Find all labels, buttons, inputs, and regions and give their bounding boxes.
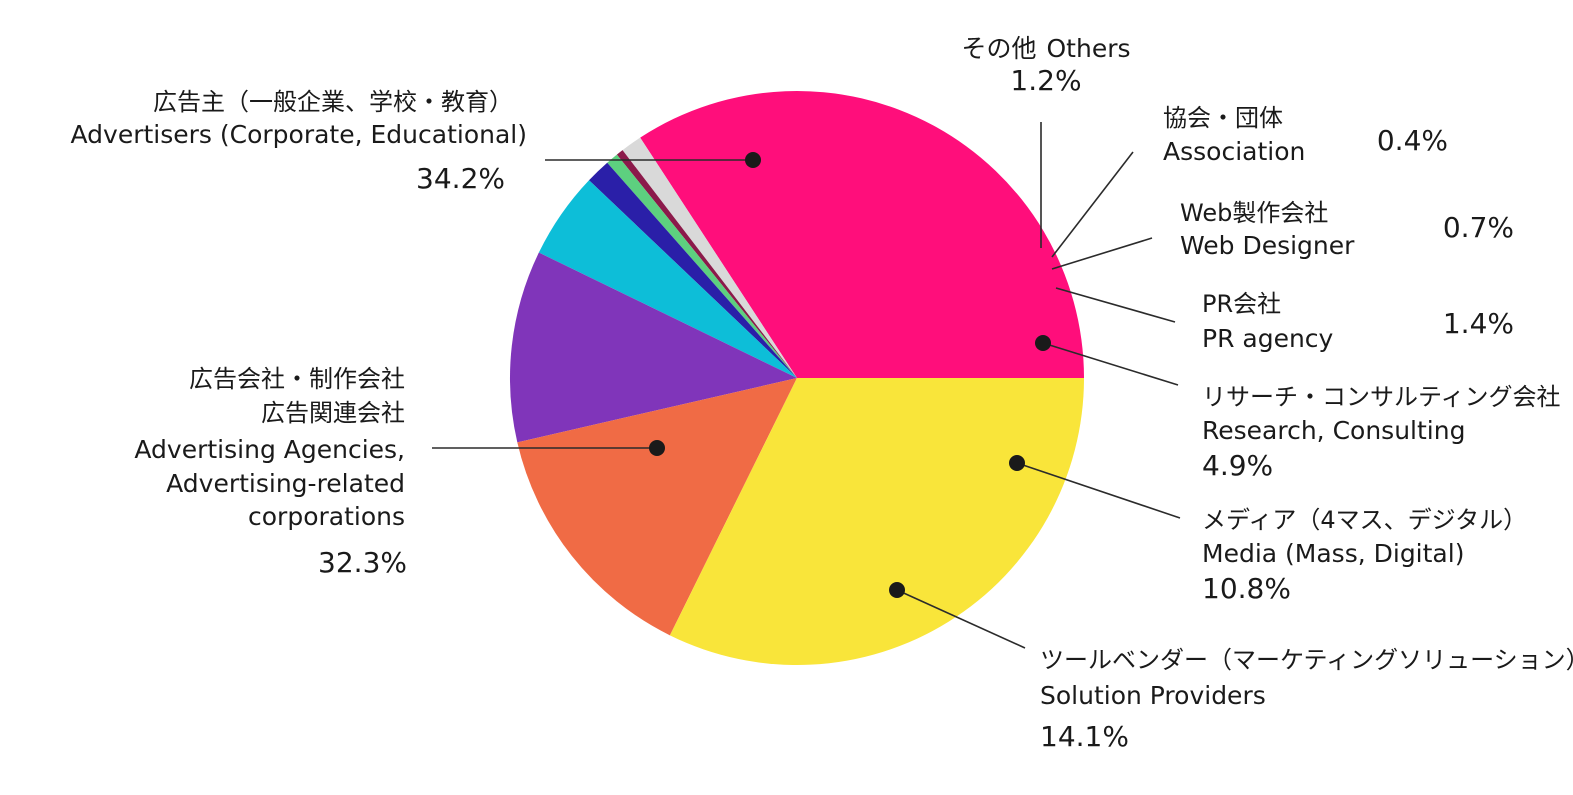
pie-slice-5 — [538, 180, 797, 378]
label-pr-agency-jp: PR会社 — [1202, 290, 1281, 318]
label-agencies-en2: Advertising-related — [166, 469, 405, 498]
leader-line-pr-agency — [1055, 287, 1176, 323]
dot-agencies — [649, 440, 665, 456]
value-web-designer: 0.7% — [1443, 211, 1514, 244]
value-others: 1.2% — [1010, 64, 1081, 97]
leader-line-association — [1051, 151, 1134, 258]
value-association: 0.4% — [1377, 124, 1448, 157]
label-media-jp: メディア（4マス、デジタル） — [1202, 506, 1527, 534]
value-advertisers: 34.2% — [416, 162, 505, 195]
label-media-en: Media (Mass, Digital) — [1202, 539, 1464, 568]
leader-line-web-designer — [1051, 237, 1153, 270]
pie-slice-6 — [509, 252, 797, 443]
label-agencies-jp: 広告会社・制作会社 — [189, 365, 405, 393]
pie-slice-2 — [616, 150, 797, 378]
label-solution-en: Solution Providers — [1040, 681, 1266, 710]
label-advertisers-en: Advertisers (Corporate, Educational) — [71, 120, 528, 149]
label-association-en: Association — [1163, 137, 1305, 166]
pie-slice-3 — [607, 154, 797, 378]
value-pr-agency: 1.4% — [1443, 307, 1514, 340]
label-association-jp: 協会・団体 — [1163, 104, 1283, 132]
dot-research — [1035, 335, 1051, 351]
pie-slice-1 — [622, 137, 797, 378]
leader-line-media — [1016, 462, 1181, 519]
leader-line-research — [1042, 342, 1179, 386]
label-solution-jp: ツールベンダー（マーケティングソリューション） — [1040, 646, 1573, 674]
pie-slice-7 — [517, 378, 797, 636]
label-advertisers-jp: 広告主（一般企業、学校・教育） — [153, 88, 513, 116]
label-agencies-en: Advertising Agencies, — [134, 435, 405, 464]
label-others-en: Others — [1047, 34, 1131, 63]
pie-slices — [509, 90, 1084, 666]
label-pr-agency-en: PR agency — [1202, 324, 1334, 353]
leader-lines — [432, 122, 1181, 649]
value-research: 4.9% — [1202, 449, 1273, 482]
leader-line-solution — [896, 589, 1026, 649]
value-media: 10.8% — [1202, 572, 1291, 605]
label-research-jp: リサーチ・コンサルティング会社 — [1202, 383, 1561, 411]
label-research-en: Research, Consulting — [1202, 416, 1465, 445]
label-others: その他 Others — [961, 34, 1130, 63]
pie-slice-8 — [669, 378, 1084, 666]
leader-dots — [649, 152, 1051, 598]
dot-advertisers — [745, 152, 761, 168]
label-web-designer-en: Web Designer — [1180, 231, 1355, 260]
label-web-designer-jp: Web製作会社 — [1180, 199, 1328, 227]
dot-media — [1009, 455, 1025, 471]
label-others-jp: その他 — [961, 34, 1036, 63]
pie-slice-4 — [589, 162, 797, 378]
label-agencies-jp2: 広告関連会社 — [261, 399, 405, 427]
value-solution: 14.1% — [1040, 720, 1129, 753]
dot-solution — [889, 582, 905, 598]
label-agencies-en3: corporations — [248, 502, 405, 531]
value-agencies: 32.3% — [318, 546, 407, 579]
